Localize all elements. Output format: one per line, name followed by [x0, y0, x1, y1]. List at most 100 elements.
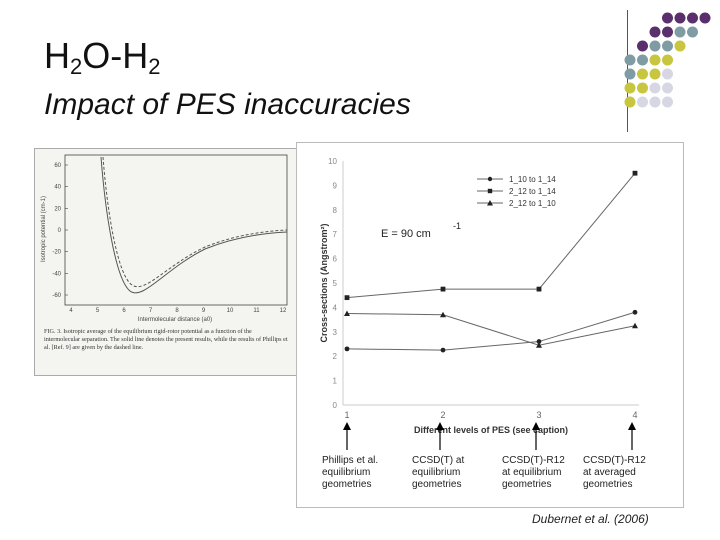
legend-marker: [487, 200, 493, 206]
slide-title: H2O-H2: [44, 38, 161, 78]
y-axis-label: Cross-sections (Angstrom²): [319, 223, 329, 342]
decorative-dot: [687, 12, 698, 24]
left-y-tick: 0: [58, 228, 62, 234]
data-point: [536, 339, 542, 344]
left-y-tick: -60: [52, 293, 61, 299]
left-y-tick: -40: [52, 271, 61, 277]
data-point: [536, 342, 542, 348]
note-line: CCSD(T)-R12: [502, 455, 565, 466]
note-line: geometries: [412, 479, 462, 490]
data-point: [344, 295, 350, 301]
left-x-tick: 6: [122, 308, 126, 314]
left-x-tick: 8: [175, 308, 179, 314]
x-axis-label: Different levels of PES (see caption): [414, 425, 568, 435]
data-point: [536, 286, 542, 292]
energy-annotation-exponent: -1: [453, 221, 461, 231]
x-tick-label: 4: [632, 410, 637, 420]
series-line: [346, 311, 636, 351]
legend-label: 2_12 to 1_10: [509, 199, 556, 208]
citation: Dubernet et al. (2006): [532, 512, 649, 526]
left-y-tick: 20: [54, 206, 61, 212]
right-figure: 0 1 2 3 4 5 6 7 8 9 10 1 2 3 4 Cross-sections (Angstrom…: [296, 142, 684, 508]
note-line: at equilibrium: [502, 467, 562, 478]
note-level-3: CCSD(T)-R12 at equilibrium geometries: [502, 455, 565, 491]
note-line: CCSD(T)-R12: [583, 455, 646, 466]
y-tick-label: 7: [333, 230, 338, 239]
left-x-tick: 11: [253, 308, 260, 314]
note-line: geometries: [502, 479, 552, 490]
left-y-tick: 40: [54, 185, 61, 191]
left-figure-caption: FIG. 3. Isotropic average of the equilib…: [44, 328, 288, 351]
decorative-dot: [637, 68, 648, 80]
decorative-dot: [662, 82, 673, 94]
y-tick-label: 8: [333, 206, 338, 215]
decorative-dot: [649, 68, 661, 80]
y-tick-label: 1: [333, 377, 338, 386]
left-ylabel: Isotropic potential (cm-1): [41, 196, 47, 262]
data-point: [344, 346, 350, 352]
decorative-dot: [674, 26, 686, 38]
note-line: Phillips et al.: [322, 455, 379, 466]
decorative-dot: [662, 96, 673, 108]
data-point: [440, 286, 446, 292]
decorative-dot: [637, 82, 648, 94]
note-line: geometries: [322, 479, 372, 490]
left-x-tick: 5: [96, 308, 100, 314]
data-point: [344, 310, 350, 316]
note-level-1: Phillips et al. equilibrium geometries: [322, 455, 378, 491]
decorative-dot: [624, 54, 636, 66]
left-x-tick: 7: [149, 308, 153, 314]
note-line: at averaged: [583, 467, 636, 478]
decorative-dot: [624, 96, 636, 108]
series-line: [346, 172, 636, 299]
data-point: [632, 322, 638, 329]
legend-marker: [487, 176, 493, 182]
title-subscript: 2: [148, 54, 161, 79]
pointer-arrow-head: [628, 422, 636, 430]
decorative-dot: [674, 40, 686, 52]
decorative-dot: [674, 12, 686, 24]
x-tick-label: 2: [440, 410, 445, 420]
left-x-tick: 4: [69, 308, 73, 314]
decorative-dot: [649, 26, 661, 38]
decorative-dot: [662, 12, 673, 24]
y-tick-label: 2: [333, 352, 338, 361]
x-tick-label: 3: [536, 410, 541, 420]
left-xlabel: Intermolecular distance (a0): [138, 317, 212, 323]
left-y-tick: -20: [52, 250, 61, 256]
data-point: [632, 170, 638, 176]
decorative-dot: [662, 68, 673, 80]
title-part: O-H: [82, 35, 149, 76]
left-potential-plot: 60 40 20 0 -20 -40 -60 4 5 6 7 8 9 10 11 12 Intermolec…: [41, 154, 288, 323]
decorative-dot: [649, 82, 661, 94]
decorative-dot-grid: [624, 12, 711, 108]
pointer-arrow-head: [532, 422, 540, 430]
decorative-dot: [637, 54, 648, 66]
decorative-dot: [662, 54, 673, 66]
note-line: CCSD(T) at: [412, 455, 465, 466]
decorative-dot: [624, 68, 636, 80]
decorative-dot: [662, 26, 673, 38]
data-point: [440, 311, 446, 318]
left-figure: 60 40 20 0 -20 -40 -60 4 5 6 7 8 9 10 11 12 Intermolec…: [34, 148, 298, 376]
y-tick-label: 5: [333, 279, 338, 288]
note-level-4: CCSD(T)-R12 at averaged geometries: [583, 455, 646, 491]
y-tick-label: 0: [333, 401, 338, 410]
left-x-tick: 9: [202, 308, 206, 314]
pointer-arrow-head: [436, 422, 444, 430]
note-line: geometries: [583, 479, 633, 490]
title-part: H: [44, 35, 70, 76]
solid-curve: [100, 156, 288, 294]
title-subscript: 2: [70, 54, 83, 79]
decorative-dot: [637, 96, 648, 108]
data-point: [632, 309, 638, 315]
decorative-dot: [662, 40, 673, 52]
legend-label: 2_12 to 1_14: [509, 187, 556, 196]
y-tick-label: 10: [328, 157, 337, 166]
decorative-dot: [624, 82, 636, 94]
slide-subtitle: Impact of PES inaccuracies: [44, 88, 411, 121]
legend-label: 1_10 to 1_14: [509, 175, 556, 184]
energy-annotation: E = 90 cm: [381, 228, 431, 240]
note-line: equilibrium: [412, 467, 461, 478]
